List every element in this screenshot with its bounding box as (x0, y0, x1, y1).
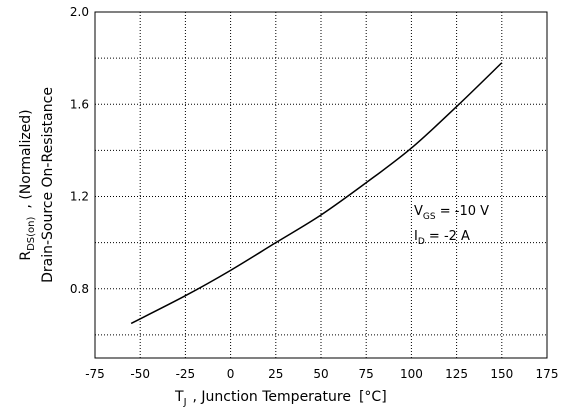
x-tick-label: 125 (445, 367, 468, 381)
annotation-vgs-rest: = -10 V (436, 204, 490, 219)
x-axis-label-rest: , Junction Temperature (193, 389, 351, 405)
y-tick-label: 0.8 (70, 282, 89, 296)
x-axis-label-unit-close: ] (381, 389, 386, 405)
annotation-vgs-sub: GS (423, 212, 436, 222)
x-tick-label: 0 (227, 367, 235, 381)
annotation-id-sub: D (418, 237, 425, 247)
x-axis-label: TJ , Junction Temperature [°C] (174, 389, 387, 408)
grid (95, 12, 547, 358)
x-tick-label: 150 (490, 367, 513, 381)
x-axis-label-unit-open: [ (359, 389, 364, 405)
x-axis-ticks: -75 -50 -25 0 25 50 75 100 125 150 175 (85, 367, 558, 381)
x-tick-label: 100 (400, 367, 423, 381)
x-axis-label-main: T (174, 389, 184, 405)
x-axis-label-unit: °C (364, 389, 381, 405)
y-axis-label-sub: DS(on) (26, 216, 37, 250)
annotation-id-rest: = -2 A (425, 229, 470, 244)
plot-frame (94, 11, 548, 359)
y-axis-label-line2: Drain-Source On-Resistance (40, 87, 56, 283)
y-axis-label-line1: RDS(on) , (Normalized) (18, 109, 37, 260)
x-tick-label: 175 (536, 367, 559, 381)
y-axis-ticks: 0.8 1.2 1.6 2.0 (70, 5, 89, 296)
y-axis-label-main: R (18, 251, 34, 261)
y-axis-label-rest: , (Normalized) (18, 109, 34, 208)
annotation-id-main: I (414, 229, 418, 244)
x-axis-label-sub: J (183, 397, 187, 408)
y-tick-label: 2.0 (70, 5, 89, 19)
y-axis-label: RDS(on) , (Normalized) Drain-Source On-Re… (18, 87, 56, 283)
x-tick-label: 75 (359, 367, 374, 381)
x-tick-label: -75 (85, 367, 105, 381)
x-tick-label: 25 (268, 367, 283, 381)
x-tick-label: -50 (130, 367, 150, 381)
x-tick-label: -25 (176, 367, 196, 381)
series-line (130, 62, 503, 325)
annotation-vgs-main: V (414, 204, 423, 219)
y-tick-label: 1.6 (70, 97, 89, 111)
x-tick-label: 50 (313, 367, 328, 381)
y-tick-label: 1.2 (70, 190, 89, 204)
annotation-vgs: VGS = -10 V (414, 204, 489, 222)
annotation-id: ID = -2 A (414, 229, 470, 247)
